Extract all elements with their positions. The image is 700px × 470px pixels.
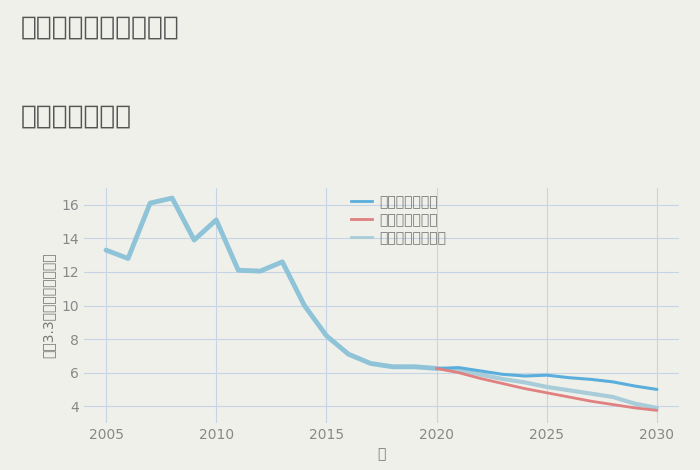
Text: 三重県鈴鹿市東磯山の: 三重県鈴鹿市東磯山の	[21, 14, 180, 40]
Text: 土地の価格推移: 土地の価格推移	[21, 103, 132, 129]
Legend: グッドシナリオ, バッドシナリオ, ノーマルシナリオ: グッドシナリオ, バッドシナリオ, ノーマルシナリオ	[351, 195, 446, 245]
Y-axis label: 坪（3.3㎡）単価（万円）: 坪（3.3㎡）単価（万円）	[42, 253, 56, 358]
X-axis label: 年: 年	[377, 447, 386, 462]
